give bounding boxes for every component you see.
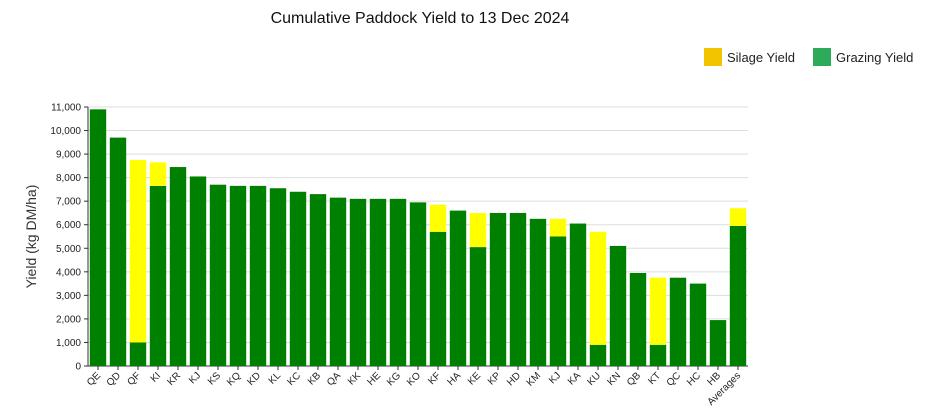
y-tick-label: 6,000 [56,220,81,231]
legend-swatch-grazing [813,48,831,66]
legend-item-grazing: Grazing Yield [813,47,913,67]
bar-grazing [369,198,387,366]
bar-grazing [549,236,567,366]
bar-grazing [89,109,107,366]
y-tick-label: 1,000 [56,338,81,349]
y-tick-label: 0 [75,362,81,373]
x-tick-label: KJ [187,370,203,386]
x-tick-label: KD [246,370,264,388]
bar-grazing [389,198,407,366]
x-tick-label: KM [525,370,543,388]
x-tick-label: QA [325,370,343,388]
x-tick-label: KC [286,370,304,388]
x-tick-label: KB [306,370,323,387]
x-tick-label: QC [665,370,683,388]
bar-grazing [209,184,227,366]
bar-grazing [709,320,727,366]
x-tick-label: KI [149,370,163,384]
x-tick-label: KS [206,370,223,387]
x-tick-label: KE [466,370,483,387]
x-tick-label: KA [566,370,583,387]
bar-grazing [729,225,747,366]
x-tick-label: KN [606,370,624,388]
y-tick-label: 8,000 [56,173,81,184]
x-tick-label: KF [426,370,443,387]
y-tick-label: 5,000 [56,244,81,255]
bar-grazing [329,197,347,366]
x-tick-label: KO [405,370,423,388]
bar-grazing [169,167,187,366]
x-tick-label: KR [166,370,184,388]
bar-grazing [349,198,367,366]
x-tick-label: KL [267,370,284,387]
x-tick-label: KT [646,370,663,387]
y-tick-label: 2,000 [56,314,81,325]
bar-grazing [309,194,327,366]
x-tick-label: HA [446,370,464,388]
bar-grazing [109,137,127,366]
x-tick-label: QE [85,370,103,388]
bar-grazing [669,277,687,366]
y-tick-label: 3,000 [56,291,81,302]
bar-grazing [189,176,207,366]
x-tick-label: QF [126,370,144,388]
y-axis-label: Yield (kg DM/ha) [23,185,39,289]
x-tick-label: KJ [547,370,563,386]
bar-silage [429,204,447,232]
bar-grazing [589,344,607,366]
bar-grazing [509,212,527,366]
chart-title: Cumulative Paddock Yield to 13 Dec 2024 [270,10,570,27]
bar-silage [149,162,167,186]
y-tick-label: 7,000 [56,197,81,208]
bar-silage [649,277,667,345]
bar-silage [589,231,607,345]
bar-silage [729,208,747,226]
bar-silage [129,159,147,343]
bar-grazing [229,185,247,366]
bar-grazing [469,247,487,366]
bar-grazing [129,342,147,366]
x-tick-label: KQ [225,370,243,388]
bar-grazing [649,344,667,366]
x-tick-label: KU [586,370,604,388]
bar-silage [549,218,567,237]
bar-grazing [529,218,547,366]
bar-grazing [689,283,707,366]
x-tick-label: KK [346,370,363,387]
bar-grazing [449,210,467,366]
bar-grazing [409,202,427,366]
x-tick-label: HD [505,370,523,388]
x-tick-label: QD [105,370,123,388]
bar-grazing [429,231,447,366]
bar-grazing [269,188,287,366]
y-tick-label: 4,000 [56,267,81,278]
x-tick-label: HE [366,370,384,388]
bar-grazing [489,212,507,366]
y-tick-label: 11,000 [51,103,81,114]
bar-silage [469,212,487,248]
legend-label-silage: Silage Yield [727,49,795,65]
y-tick-label: 10,000 [50,126,81,137]
x-tick-label: QB [625,370,643,388]
x-tick-label: KP [486,370,503,387]
bar-grazing [629,272,647,366]
bar-grazing [249,185,267,366]
legend-item-silage: Silage Yield [704,47,795,67]
y-tick-label: 9,000 [56,150,81,161]
legend-label-grazing: Grazing Yield [836,49,914,65]
bar-grazing [289,191,307,366]
legend-swatch-silage [704,48,722,66]
x-tick-label: KG [385,370,403,388]
bar-grazing [569,223,587,366]
bar-grazing [609,245,627,366]
bar-grazing [149,185,167,366]
x-tick-label: HC [685,370,703,388]
